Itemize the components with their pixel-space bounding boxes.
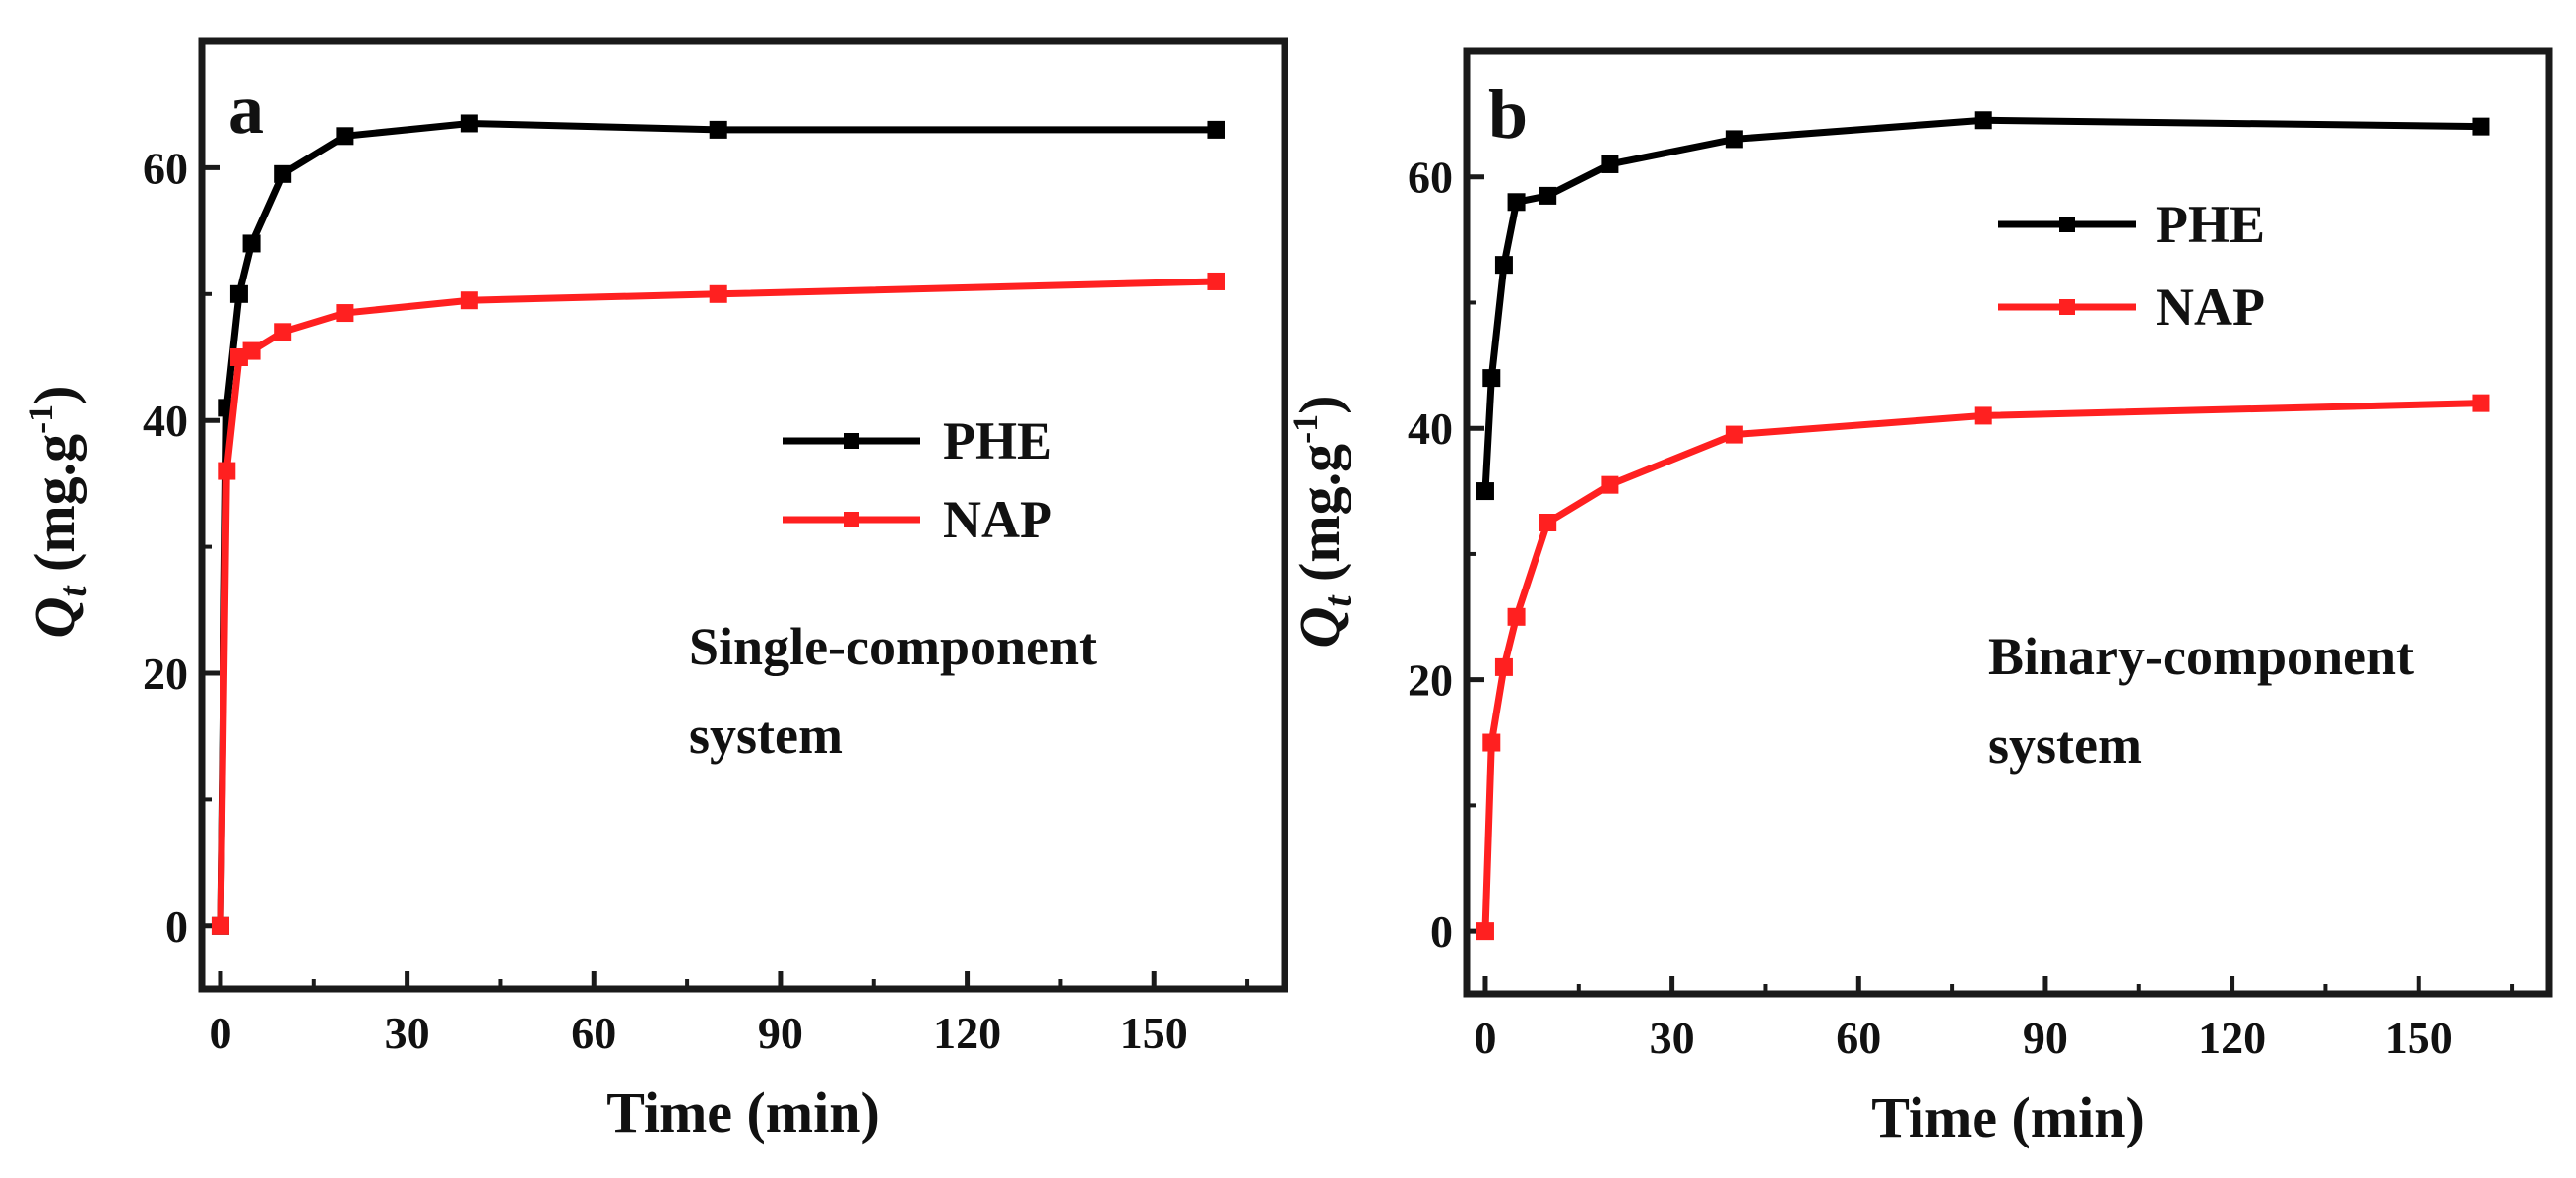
legend-label-phe: PHE: [943, 411, 1052, 470]
data-point-phe: [242, 234, 261, 253]
y-axis-units-sup: -1: [21, 404, 60, 434]
data-point-phe: [1725, 130, 1743, 149]
x-axis-title: Time (min): [606, 1081, 880, 1145]
x-tick-label: 0: [209, 1008, 231, 1058]
x-tick-label: 150: [2385, 1013, 2453, 1063]
data-point-nap: [1494, 657, 1513, 676]
y-tick-label: 40: [1408, 403, 1453, 454]
x-tick-label: 60: [1836, 1013, 1881, 1063]
data-point-phe: [1476, 482, 1494, 501]
data-point-phe: [1482, 369, 1501, 388]
data-point-nap: [218, 462, 236, 480]
y-tick-label: 20: [143, 649, 188, 699]
y-axis-title: Qt (mg.g-1): [1286, 396, 1359, 649]
y-axis-units-sup: -1: [1286, 414, 1325, 444]
panel-label: b: [1488, 75, 1528, 154]
data-point-nap: [2472, 394, 2490, 412]
data-point-nap: [242, 341, 261, 360]
chart-panel-b: 0 30 60 90 120 150 0 20 40 60 Time (min) Qt (mg.g-1…: [1286, 47, 2553, 1149]
x-tick-label: 30: [1650, 1013, 1695, 1063]
y-tick-label: 0: [165, 901, 188, 952]
series-line-phe: [1481, 116, 2482, 492]
chart-panel-a: 0 30 60 90 120 150 0 20 40 60 Time (min) Qt (mg.g-1…: [21, 37, 1288, 1145]
annotation-line-1: Single-component: [689, 617, 1097, 676]
y-axis-subscript: t: [1315, 594, 1359, 607]
x-tick-label: 120: [2198, 1013, 2266, 1063]
y-axis-units: (mg.g: [23, 434, 87, 587]
data-point-phe: [1539, 186, 1557, 205]
y-axis-units-close: ): [23, 386, 87, 404]
data-point-nap: [1974, 406, 1992, 425]
series-line-phe: [217, 119, 1217, 926]
data-point-nap: [211, 916, 229, 935]
plot-frame: [1463, 47, 2553, 998]
annotation-line-1: Binary-component: [1988, 627, 2414, 686]
x-axis-title: Time (min): [1871, 1085, 2145, 1149]
series-line-nap: [217, 278, 1217, 926]
panel-label: a: [228, 70, 264, 149]
annotation-line-2: system: [1988, 715, 2142, 775]
x-tick-label: 30: [385, 1008, 430, 1058]
y-axis-subscript: t: [50, 585, 94, 597]
data-point-nap: [1601, 475, 1619, 494]
data-point-nap: [1476, 922, 1494, 941]
plot-frame: [198, 37, 1288, 993]
data-point-phe: [1207, 120, 1225, 139]
annotation-line-2: system: [689, 706, 843, 765]
legend-label-phe: PHE: [2156, 195, 2265, 254]
data-point-phe: [274, 164, 292, 183]
data-point-phe: [229, 284, 248, 303]
legend-marker-nap: [2059, 299, 2075, 315]
legend-label-nap: NAP: [943, 490, 1052, 549]
data-point-nap: [1539, 514, 1557, 531]
data-point-nap: [336, 304, 354, 323]
data-point-phe: [2472, 117, 2490, 136]
data-point-nap: [1482, 733, 1501, 752]
x-tick-label: 150: [1120, 1008, 1188, 1058]
x-tick-label: 120: [933, 1008, 1001, 1058]
data-point-phe: [1507, 193, 1526, 212]
data-point-nap: [274, 323, 292, 341]
legend: PHE NAP: [783, 411, 1052, 549]
y-tick-label: 60: [143, 143, 188, 193]
x-tick-label: 60: [571, 1008, 616, 1058]
y-tick-label: 20: [1408, 655, 1453, 706]
data-point-phe: [1494, 256, 1513, 275]
data-point-nap: [1507, 607, 1526, 626]
y-axis-units: (mg.g: [1288, 444, 1351, 596]
legend-label-nap: NAP: [2156, 278, 2265, 337]
data-point-nap: [709, 284, 727, 303]
legend-marker-phe: [2059, 217, 2075, 232]
y-tick-label: 0: [1430, 906, 1453, 957]
x-tick-label: 90: [2023, 1013, 2068, 1063]
legend-marker-phe: [844, 433, 859, 449]
data-point-phe: [336, 127, 354, 146]
y-axis-symbol: Q: [1288, 607, 1351, 649]
data-point-phe: [1974, 111, 1992, 130]
x-tick-label: 90: [758, 1008, 803, 1058]
data-point-phe: [709, 120, 727, 139]
x-tick-label: 0: [1474, 1013, 1496, 1063]
y-axis-title: Qt (mg.g-1): [21, 386, 94, 639]
data-point-nap: [1207, 272, 1225, 290]
data-point-nap: [1725, 425, 1743, 444]
y-tick-label: 40: [143, 396, 188, 446]
y-axis-symbol: Q: [23, 597, 87, 639]
y-axis-units-close: ): [1288, 396, 1351, 414]
y-tick-label: 60: [1408, 153, 1453, 203]
data-point-nap: [460, 291, 478, 310]
data-point-phe: [1601, 155, 1619, 173]
legend-marker-nap: [844, 512, 859, 527]
data-point-phe: [460, 114, 478, 133]
legend: PHE NAP: [1998, 195, 2265, 337]
